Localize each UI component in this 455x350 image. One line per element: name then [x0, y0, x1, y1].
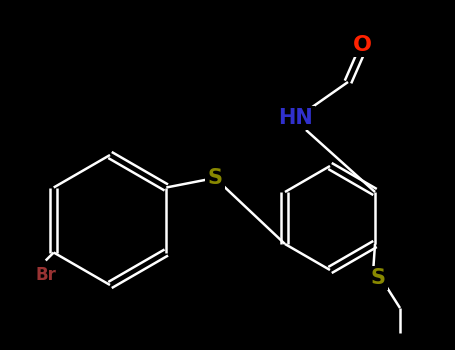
Text: S: S	[370, 268, 385, 288]
Text: HN: HN	[278, 108, 313, 128]
Text: S: S	[207, 168, 222, 188]
Text: Br: Br	[35, 266, 56, 284]
Text: O: O	[353, 35, 371, 55]
